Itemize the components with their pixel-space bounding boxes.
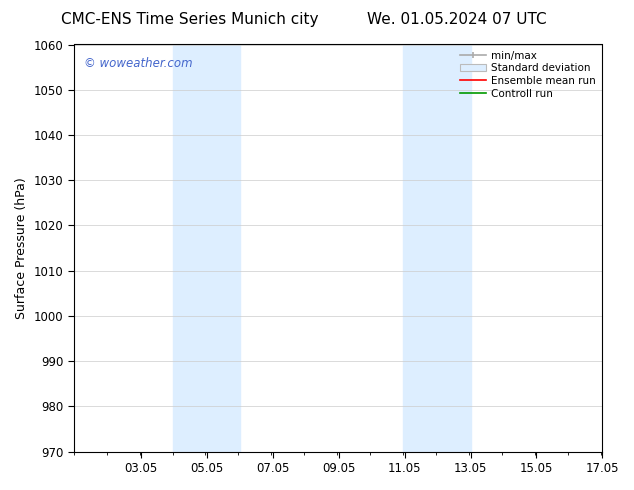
Text: CMC-ENS Time Series Munich city: CMC-ENS Time Series Munich city [61,12,319,27]
Legend: min/max, Standard deviation, Ensemble mean run, Controll run: min/max, Standard deviation, Ensemble me… [456,47,600,103]
Bar [403,45,470,452]
Text: © woweather.com: © woweather.com [84,57,193,70]
Bar [172,45,240,452]
Y-axis label: Surface Pressure (hPa): Surface Pressure (hPa) [15,177,28,319]
Text: We. 01.05.2024 07 UTC: We. 01.05.2024 07 UTC [366,12,547,27]
